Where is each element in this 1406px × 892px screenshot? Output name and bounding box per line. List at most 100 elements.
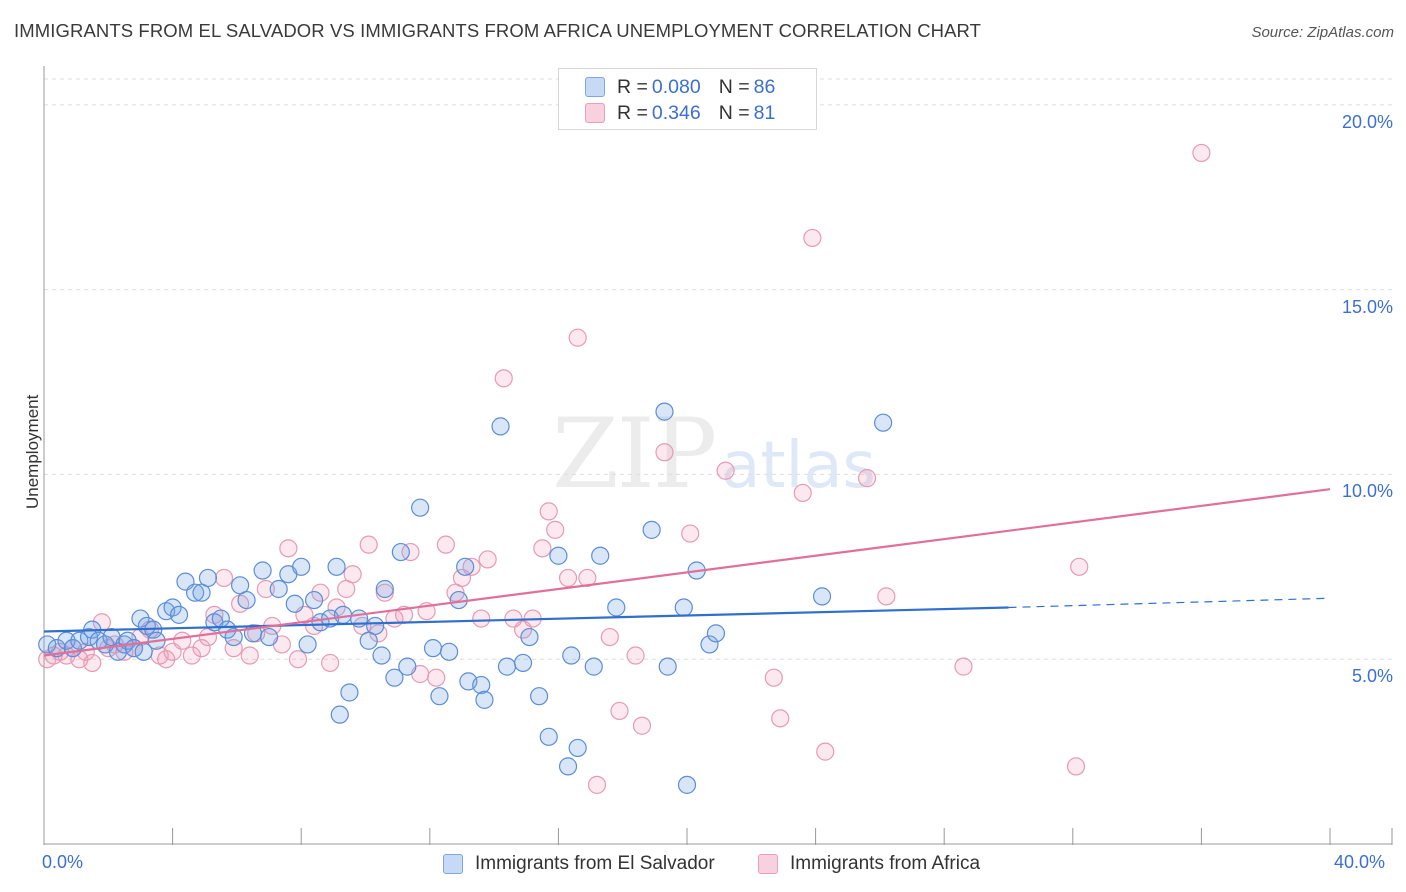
y-axis-title: Unemployment xyxy=(23,394,42,509)
el-salvador-point xyxy=(674,598,693,617)
africa-point xyxy=(343,565,362,584)
africa-point xyxy=(427,668,446,687)
africa-point xyxy=(655,443,674,462)
legend-swatch-pink xyxy=(585,103,605,123)
legend-row-africa: R = 0.346 N = 81 xyxy=(585,100,775,126)
y-tick-label: 10.0% xyxy=(1341,481,1393,502)
el-salvador-point xyxy=(430,687,449,706)
el-salvador-point xyxy=(568,738,587,758)
el-salvador-point xyxy=(706,624,726,643)
africa-point xyxy=(1070,557,1089,576)
africa-point xyxy=(857,469,877,488)
africa-point xyxy=(681,524,700,543)
el-salvador-point xyxy=(584,657,603,676)
el-salvador-point xyxy=(497,657,517,676)
el-salvador-point xyxy=(530,687,549,706)
el-salvador-point xyxy=(292,557,311,576)
africa-point xyxy=(83,653,102,673)
africa-point xyxy=(600,627,619,647)
el-salvador-point xyxy=(224,627,243,647)
el-salvador-point xyxy=(57,631,76,650)
trend-lines xyxy=(43,488,1331,657)
el-salvador-point xyxy=(423,639,443,658)
gridlines xyxy=(44,78,1392,660)
el-salvador-point xyxy=(562,646,581,665)
el-salvador-point xyxy=(269,579,288,599)
el-salvador-point xyxy=(677,775,697,794)
el-salvador-trend-line xyxy=(43,606,1009,633)
x-tick-label-min: 0.0% xyxy=(42,852,84,872)
el-salvador-point xyxy=(198,568,218,588)
africa-point xyxy=(321,653,340,673)
africa-point xyxy=(877,587,896,606)
africa-point xyxy=(288,650,308,669)
y-tick-label: 5.0% xyxy=(1351,666,1393,687)
africa-points xyxy=(38,143,1211,794)
africa-point xyxy=(568,328,587,347)
africa-point xyxy=(173,631,192,650)
el-salvador-point xyxy=(70,631,89,650)
el-salvador-point xyxy=(298,635,317,654)
africa-point xyxy=(533,539,552,558)
el-salvador-point xyxy=(259,627,279,647)
africa-point xyxy=(240,646,259,665)
el-salvador-point xyxy=(658,657,677,676)
legend-n-value: 86 xyxy=(753,75,776,98)
africa-point xyxy=(401,542,420,562)
africa-point xyxy=(793,483,812,503)
el-salvador-point xyxy=(398,657,417,676)
africa-point xyxy=(803,228,822,248)
africa-point xyxy=(182,646,201,665)
source-credit: Source: ZipAtlas.com xyxy=(1251,24,1394,41)
el-salvador-point xyxy=(237,590,256,610)
legend-swatch-blue xyxy=(443,854,463,874)
legend-n-value: 81 xyxy=(753,101,776,124)
el-salvador-point xyxy=(475,690,494,709)
el-salvador-trend-extension xyxy=(1008,597,1331,609)
el-salvador-point xyxy=(700,635,719,654)
legend-r-value: 0.346 xyxy=(651,101,701,124)
el-salvador-points xyxy=(38,402,893,794)
el-salvador-point xyxy=(304,590,324,610)
africa-point xyxy=(436,535,455,554)
legend-item-el-salvador: Immigrants from El Salvador xyxy=(443,853,715,875)
el-salvador-point xyxy=(391,542,410,562)
el-salvador-point xyxy=(340,683,359,702)
zipatlas-watermark: ZIPatlas xyxy=(552,398,876,510)
africa-point xyxy=(954,657,973,676)
africa-point xyxy=(157,650,176,669)
africa-point xyxy=(610,701,629,721)
el-salvador-point xyxy=(549,546,568,565)
el-salvador-point xyxy=(169,605,189,624)
africa-point xyxy=(192,639,211,658)
legend-r-label: R = xyxy=(617,101,648,124)
el-salvador-point xyxy=(131,609,150,628)
el-salvador-point xyxy=(163,598,182,617)
el-salvador-point xyxy=(253,561,272,580)
legend-n-label: N = xyxy=(718,75,750,98)
y-tick-label: 15.0% xyxy=(1341,296,1393,317)
africa-point xyxy=(546,520,565,539)
africa-point xyxy=(558,568,578,588)
legend-item-africa: Immigrants from Africa xyxy=(758,853,980,875)
el-salvador-point xyxy=(330,705,349,724)
africa-point xyxy=(115,642,134,661)
series-legend: Immigrants from El Salvador Immigrants f… xyxy=(0,850,1406,880)
el-salvador-point xyxy=(311,613,330,632)
africa-point xyxy=(359,535,378,554)
africa-point xyxy=(472,609,491,628)
el-salvador-point xyxy=(333,605,353,624)
y-tick-label: 20.0% xyxy=(1341,111,1393,132)
africa-point xyxy=(578,568,597,588)
el-salvador-point xyxy=(456,557,475,576)
africa-point xyxy=(311,583,330,602)
el-salvador-point xyxy=(491,417,510,436)
africa-point xyxy=(716,461,735,480)
africa-point xyxy=(279,539,298,558)
el-salvador-point xyxy=(607,598,626,617)
africa-point xyxy=(1066,757,1086,776)
africa-point xyxy=(816,742,835,761)
watermark-zip: ZIP xyxy=(552,398,717,510)
el-salvador-point xyxy=(186,583,205,602)
